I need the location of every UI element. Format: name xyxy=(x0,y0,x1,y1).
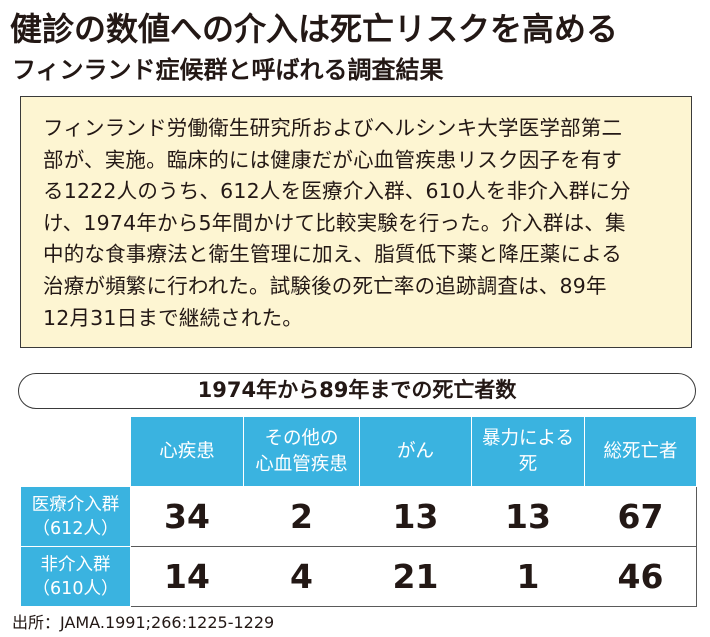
table-cell: 46 xyxy=(584,546,697,607)
summary-line: 治療が頻繁に行われた。試験後の死亡率の追跡調査は、89年 xyxy=(43,273,607,298)
column-header-line: 心血管疾患 xyxy=(255,453,348,475)
table-cell: 14 xyxy=(130,546,244,607)
table-cell: 4 xyxy=(243,546,360,607)
column-header-line: その他の xyxy=(264,427,339,449)
summary-box: フィンランド労働衛生研究所およびヘルシンキ大学医学部第二 部が、実施。臨床的には… xyxy=(20,96,692,348)
column-header-cancer: がん xyxy=(359,416,472,487)
summary-line: け、1974年から5年間かけて比較実験を行った。介入群は、集 xyxy=(43,210,626,235)
table-row-control: 非介入群 （610人） 14 4 21 1 46 xyxy=(20,546,697,607)
column-header-line: 総死亡者 xyxy=(603,440,678,462)
page-subtitle: フィンランド症候群と呼ばれる調査結果 xyxy=(12,56,444,84)
table-cell: 2 xyxy=(243,486,360,547)
summary-line: 12月31日まで継続された。 xyxy=(43,305,303,330)
row-header-intervention: 医療介入群 （612人） xyxy=(20,486,131,547)
table-cell: 13 xyxy=(359,486,472,547)
summary-line: 部が、実施。臨床的には健康だが心血管疾患リスク因子を有す xyxy=(43,147,623,172)
table-cell: 13 xyxy=(471,486,585,547)
column-header-violent-death: 暴力による 死 xyxy=(471,416,585,487)
column-header-line: がん xyxy=(396,440,434,462)
summary-line: る1222人のうち、612人を医療介入群、610人を非介入群に分 xyxy=(43,179,631,204)
row-header-line: （610人） xyxy=(32,578,119,599)
summary-line: フィンランド労働衛生研究所およびヘルシンキ大学医学部第二 xyxy=(43,116,623,140)
source-note: 出所：JAMA.1991;266:1225-1229 xyxy=(12,613,275,632)
table-cell: 34 xyxy=(130,486,244,547)
row-header-line: 医療介入群 xyxy=(31,494,120,515)
column-header-other-cardiovascular: その他の 心血管疾患 xyxy=(243,416,360,487)
table-cell: 1 xyxy=(471,546,585,607)
column-header-line: 死 xyxy=(518,453,538,475)
column-header-total-deaths: 総死亡者 xyxy=(584,416,697,487)
column-header-line: 暴力による xyxy=(482,427,574,449)
table-cell: 67 xyxy=(584,486,697,547)
table-row-intervention: 医療介入群 （612人） 34 2 13 13 67 xyxy=(20,486,697,547)
deaths-table: 心疾患 その他の 心血管疾患 がん 暴力による 死 総死亡者 医療介入群 （61… xyxy=(20,416,697,607)
column-header-heart-disease: 心疾患 xyxy=(130,416,244,487)
row-header-line: 非介入群 xyxy=(40,554,111,575)
column-header-line: 心疾患 xyxy=(159,440,215,462)
table-title: 1974年から89年までの死亡者数 xyxy=(18,373,696,409)
table-corner xyxy=(20,416,131,487)
table-cell: 21 xyxy=(359,546,472,607)
summary-line: 中的な食事療法と衛生管理に加え、脂質低下薬と降圧薬による xyxy=(43,242,622,267)
table-header-row: 心疾患 その他の 心血管疾患 がん 暴力による 死 総死亡者 xyxy=(20,416,697,487)
row-header-line: （612人） xyxy=(32,518,119,539)
page-title: 健診の数値への介入は死亡リスクを高める xyxy=(10,10,619,48)
row-header-control: 非介入群 （610人） xyxy=(20,546,131,607)
